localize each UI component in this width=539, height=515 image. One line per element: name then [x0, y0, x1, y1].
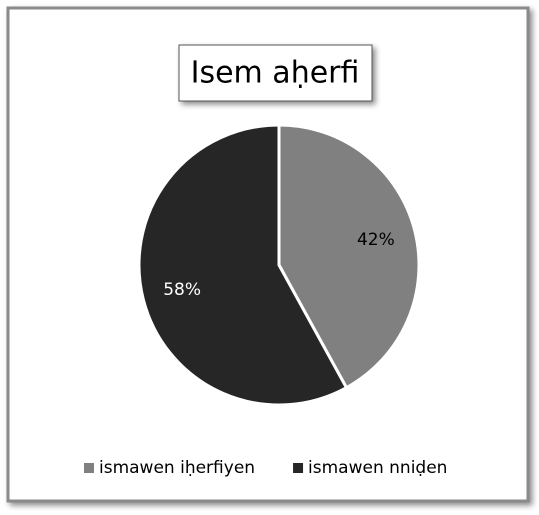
legend-swatch [293, 463, 304, 473]
legend-label: ismawen nniḍen [308, 458, 447, 478]
title-box [178, 44, 373, 102]
legend-label: ismawen iḥerfiyen [99, 458, 255, 478]
data-label: 42% [357, 230, 395, 250]
chart-title: Isem aḥerfi [191, 56, 360, 91]
legend-swatch [84, 463, 94, 473]
pie-slice [277, 123, 421, 390]
data-label: 58% [163, 280, 201, 300]
pie-slice [137, 123, 349, 407]
